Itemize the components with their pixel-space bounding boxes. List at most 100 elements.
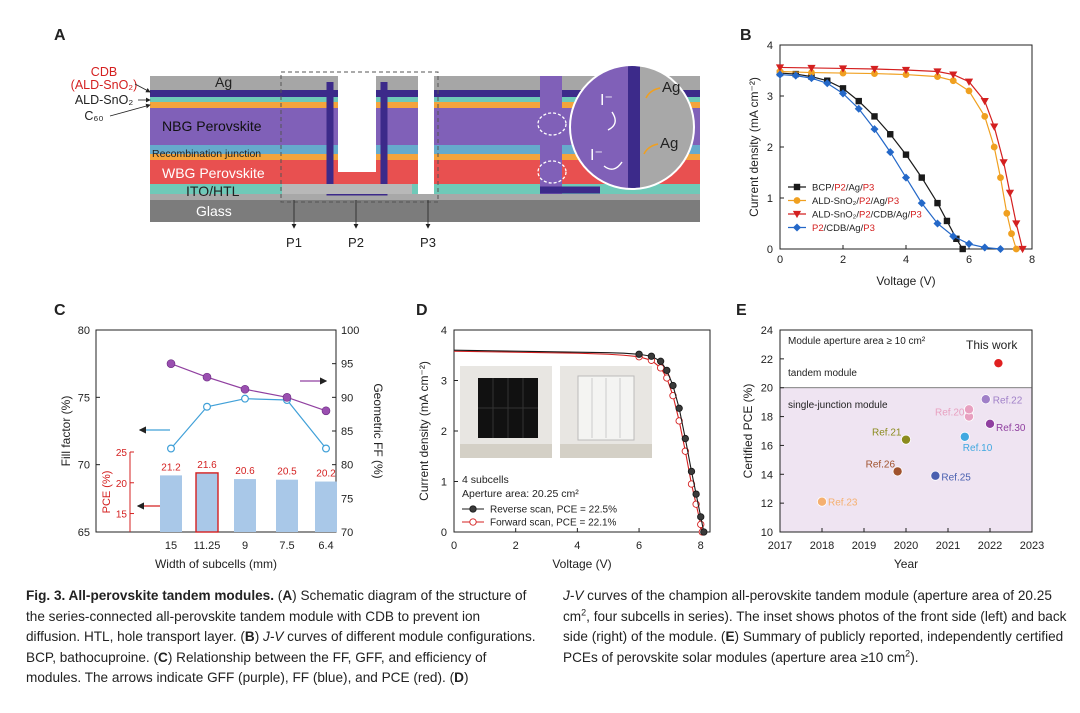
c-pce-bar-label: 20.5 <box>277 467 297 478</box>
b-series-4-point <box>933 219 942 228</box>
figure-canvas: A I⁻ I⁻ <box>54 27 1044 571</box>
b-legend-marker-3 <box>792 210 802 219</box>
c-ff-tick-label: 65 <box>78 527 90 539</box>
caption-letter-d: D <box>454 670 464 685</box>
b-legend-entry-2: ALD-SnO₂/P2/Ag/P3 <box>812 196 899 207</box>
d-ytick-label: 3 <box>441 376 447 388</box>
caption-letter-a: A <box>282 588 293 603</box>
b-series-3-point <box>949 71 958 79</box>
e-ytick-label: 18 <box>761 412 773 424</box>
e-ytick-label: 24 <box>761 325 773 337</box>
c-xtick-label: 6.4 <box>318 540 333 552</box>
e-point-label: Ref.20 <box>935 408 965 419</box>
b-legend-part-a: BCP/ <box>812 183 835 194</box>
glass-top <box>150 194 700 200</box>
ito-segment <box>522 184 536 194</box>
b-legend-part-a: ALD-SnO₂/ <box>812 210 859 221</box>
c-gff-point <box>202 372 212 382</box>
c-gff-tick-label: 80 <box>341 460 353 472</box>
d-series-1-point <box>692 490 700 498</box>
d-series-2-point <box>687 480 696 488</box>
ag-arrow-2 <box>643 143 659 155</box>
caption-c-text: ) Relationship between the FF, GFF, and … <box>26 649 487 686</box>
plot-b-series <box>775 64 1027 254</box>
panel-d: D 0 2 4 6 8 0 1 2 3 4 4 subcells Aperture area: 2… <box>416 302 711 571</box>
b-ytick-label: 4 <box>767 40 773 52</box>
b-xtick-label: 0 <box>777 254 783 266</box>
b-series-1-point <box>934 199 941 207</box>
b-legend-part-d: P3 <box>910 210 922 221</box>
caption-d-text: curves of the champion all-perovskite ta… <box>563 588 1052 624</box>
b-series-4-point <box>980 243 989 252</box>
b-series-3-point <box>980 98 989 106</box>
d-xtick-label: 0 <box>451 540 457 552</box>
panel-d-letter: D <box>416 302 428 319</box>
e-xtick-label: 2019 <box>852 540 876 552</box>
b-series-4-point <box>775 70 785 79</box>
e-tandem-label: tandem module <box>788 368 857 379</box>
d-series-line-1 <box>453 349 705 533</box>
e-point-label: Ref.10 <box>963 443 993 454</box>
label-ag: Ag <box>215 74 232 90</box>
b-series-2-point <box>1012 245 1020 253</box>
b-series-2-point <box>965 87 973 95</box>
b-series-4-point <box>917 199 926 208</box>
b-legend-part-b: P2 <box>859 210 871 221</box>
b-legend-part-c: /Ag/ <box>871 196 888 207</box>
photo-back <box>560 366 652 458</box>
c-xtick-label: 7.5 <box>279 540 294 552</box>
b-series-line-2 <box>779 70 1017 250</box>
d-series-1-point <box>681 434 689 443</box>
c-ff-point <box>167 444 176 453</box>
b-series-4-point <box>791 71 800 80</box>
d-series-2-point <box>675 417 683 425</box>
b-series-3-point <box>1005 189 1015 198</box>
b-ytick-label: 2 <box>767 142 773 154</box>
label-c60: C₆₀ <box>84 109 103 123</box>
caption-left: Fig. 3. All-perovskite tandem modules. (… <box>26 588 536 686</box>
d-series-1-point <box>675 404 683 412</box>
b-series-2-point <box>990 143 998 151</box>
plot-c-ylabel-left: Fill factor (%) <box>59 396 73 467</box>
inset-ion-1: I⁻ <box>600 92 613 109</box>
c-pce-bar <box>195 472 219 533</box>
b-legend-part-d: P3 <box>888 196 900 207</box>
c-ff-point <box>241 394 250 403</box>
arrow-cdb <box>134 83 151 93</box>
b-xtick-label: 4 <box>903 254 909 266</box>
plot-c-lines <box>166 359 331 453</box>
d-xtick-label: 2 <box>513 540 519 552</box>
panel-c-letter: C <box>54 302 66 319</box>
b-series-3-point <box>964 78 974 86</box>
label-ito: ITO/HTL <box>186 183 240 199</box>
plot-c-ylabel-right: Geometric FF (%) <box>371 383 385 478</box>
c-pce-bar-label: 20.2 <box>316 469 336 480</box>
c-gff-point <box>321 406 331 416</box>
caption-letter-e: E <box>725 629 735 644</box>
d-xtick-label: 4 <box>574 540 580 552</box>
b-legend-part-d: P3 <box>863 183 875 194</box>
b-series-4-point <box>854 104 863 113</box>
d-series-1-point <box>700 528 708 536</box>
b-series-1-point <box>887 131 894 138</box>
e-point-label: Ref.25 <box>941 473 971 484</box>
d-series-1-point <box>647 352 656 360</box>
e-header: Module aperture area ≥ 10 cm² <box>788 336 926 347</box>
c-gff-tick-label: 85 <box>341 426 353 438</box>
b-series-1-point <box>959 245 966 253</box>
c-pce-bar-label: 21.2 <box>161 462 181 473</box>
b-series-3-point <box>775 64 785 72</box>
c-gff-point <box>166 359 176 368</box>
d-ytick-label: 0 <box>441 527 447 539</box>
b-legend-part-c: /CDB/Ag/ <box>871 210 911 221</box>
e-xtick-label: 2020 <box>894 540 918 552</box>
b-series-4-point <box>807 74 816 83</box>
d-legend-entry-2: Forward scan, PCE = 22.1% <box>490 518 617 529</box>
b-legend-part-a: ALD-SnO₂/ <box>812 196 859 207</box>
panel-b: B 0 2 4 6 8 0 1 2 3 4 Voltage (V) Current density… <box>740 27 1035 288</box>
e-ytick-label: 10 <box>761 527 773 539</box>
inset-ag-1: Ag <box>662 79 680 96</box>
caption-a-text: Schematic diagram of the structure of th… <box>26 588 527 644</box>
e-xtick-label: 2023 <box>1020 540 1044 552</box>
c-pce-tick-label: 15 <box>116 510 128 521</box>
